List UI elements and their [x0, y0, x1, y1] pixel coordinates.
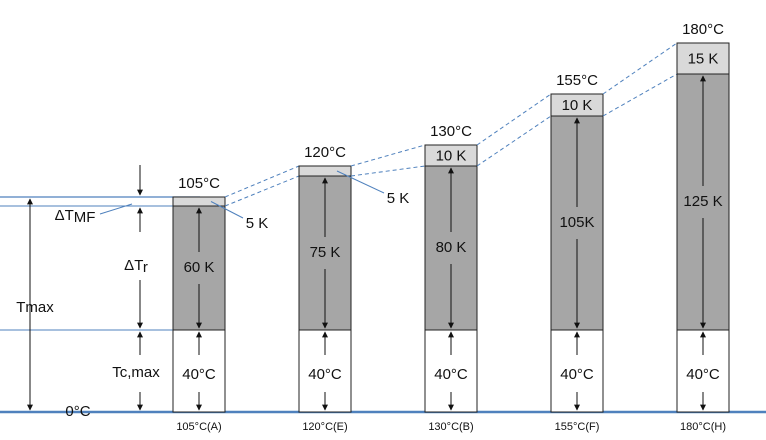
rise-label: 125 K: [683, 193, 722, 210]
dash: [476, 93, 552, 146]
rise-label: 105K: [559, 214, 594, 231]
max-temp: 105°C: [178, 175, 220, 192]
dash: [224, 175, 300, 207]
max-temp: 120°C: [304, 144, 346, 161]
margin-label: 10 K: [436, 147, 467, 164]
dash: [476, 115, 552, 167]
class-label: 130°C(B): [428, 421, 473, 433]
dash: [350, 144, 426, 167]
margin-box: [298, 165, 352, 177]
columns: 105°C 60 K 40°C 105°C(A) 5 K 120°C 75 K 40°C 120…: [172, 21, 730, 433]
max-temp: 155°C: [556, 72, 598, 89]
dash: [602, 73, 678, 117]
margin-label: 5 K: [246, 215, 269, 232]
guide-lines: [0, 165, 766, 414]
dash: [602, 42, 678, 95]
dash: [224, 165, 300, 198]
ambient-label: 40°C: [560, 366, 594, 383]
max-temp: 180°C: [682, 21, 724, 38]
margin-label: 15 K: [688, 50, 719, 67]
ambient-label: 40°C: [308, 366, 342, 383]
margin-label: 5 K: [387, 190, 410, 207]
delta-tr-label: ΔTr: [124, 257, 148, 276]
tcmax-label: Tc,max: [112, 364, 160, 381]
class-label: 120°C(E): [302, 421, 347, 433]
class-label: 155°C(F): [555, 421, 600, 433]
delta-tmf-label: ΔTMF: [55, 207, 96, 226]
rise-label: 75 K: [310, 244, 341, 261]
ambient-label: 40°C: [182, 366, 216, 383]
dash: [350, 165, 426, 177]
ambient-label: 40°C: [434, 366, 468, 383]
class-label: 180°C(H): [680, 421, 726, 433]
margin-box: [676, 42, 730, 75]
margin-label: 10 K: [562, 97, 593, 114]
rise-label: 80 K: [436, 239, 467, 256]
rise-label: 60 K: [184, 259, 215, 276]
class-label: 105°C(A): [176, 421, 221, 433]
leader: [336, 170, 385, 194]
zero-label: 0°C: [65, 403, 90, 420]
tmax-label: Tmax: [16, 299, 54, 316]
max-temp: 130°C: [430, 123, 472, 140]
ambient-label: 40°C: [686, 366, 720, 383]
leader: [210, 201, 244, 219]
